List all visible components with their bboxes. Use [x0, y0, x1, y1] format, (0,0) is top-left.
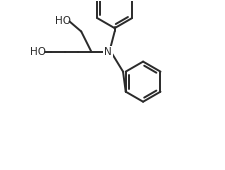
- Text: HO: HO: [30, 47, 45, 57]
- Text: HO: HO: [55, 16, 70, 27]
- Text: N: N: [104, 47, 111, 57]
